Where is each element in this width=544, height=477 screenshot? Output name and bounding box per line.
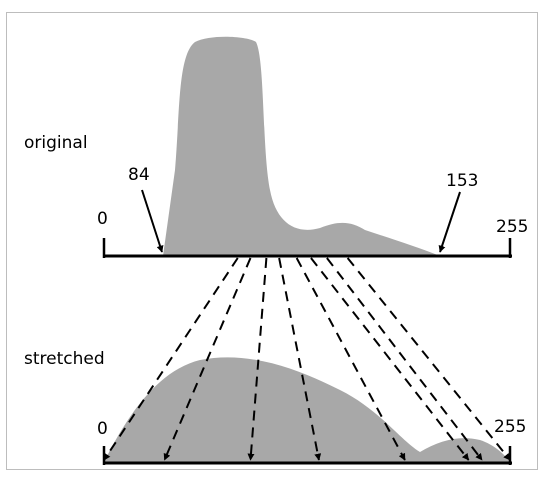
original-max-label: 255 bbox=[496, 217, 528, 237]
mapping-arrow bbox=[278, 257, 322, 461]
mapping-arrow bbox=[346, 257, 511, 461]
mapping-arrow bbox=[326, 257, 483, 461]
stretched-min-label: 0 bbox=[97, 419, 108, 439]
original-min-label: 0 bbox=[97, 209, 108, 229]
stretched-label: stretched bbox=[24, 349, 105, 369]
mapping-arrow bbox=[103, 257, 239, 461]
mapping-arrow bbox=[295, 257, 406, 461]
stretched-histogram bbox=[104, 357, 510, 462]
mapping-arrows bbox=[103, 257, 511, 461]
original-histogram bbox=[163, 36, 440, 256]
high-cut-label: 153 bbox=[446, 171, 478, 191]
original-label: original bbox=[24, 133, 88, 153]
mapping-arrow bbox=[310, 257, 470, 461]
stretched-max-label: 255 bbox=[494, 417, 526, 437]
low-cut-pointer-arrow bbox=[141, 189, 164, 253]
mapping-arrow bbox=[163, 257, 252, 461]
low-cut-label: 84 bbox=[128, 165, 150, 185]
high-cut-pointer-arrow bbox=[438, 191, 461, 253]
